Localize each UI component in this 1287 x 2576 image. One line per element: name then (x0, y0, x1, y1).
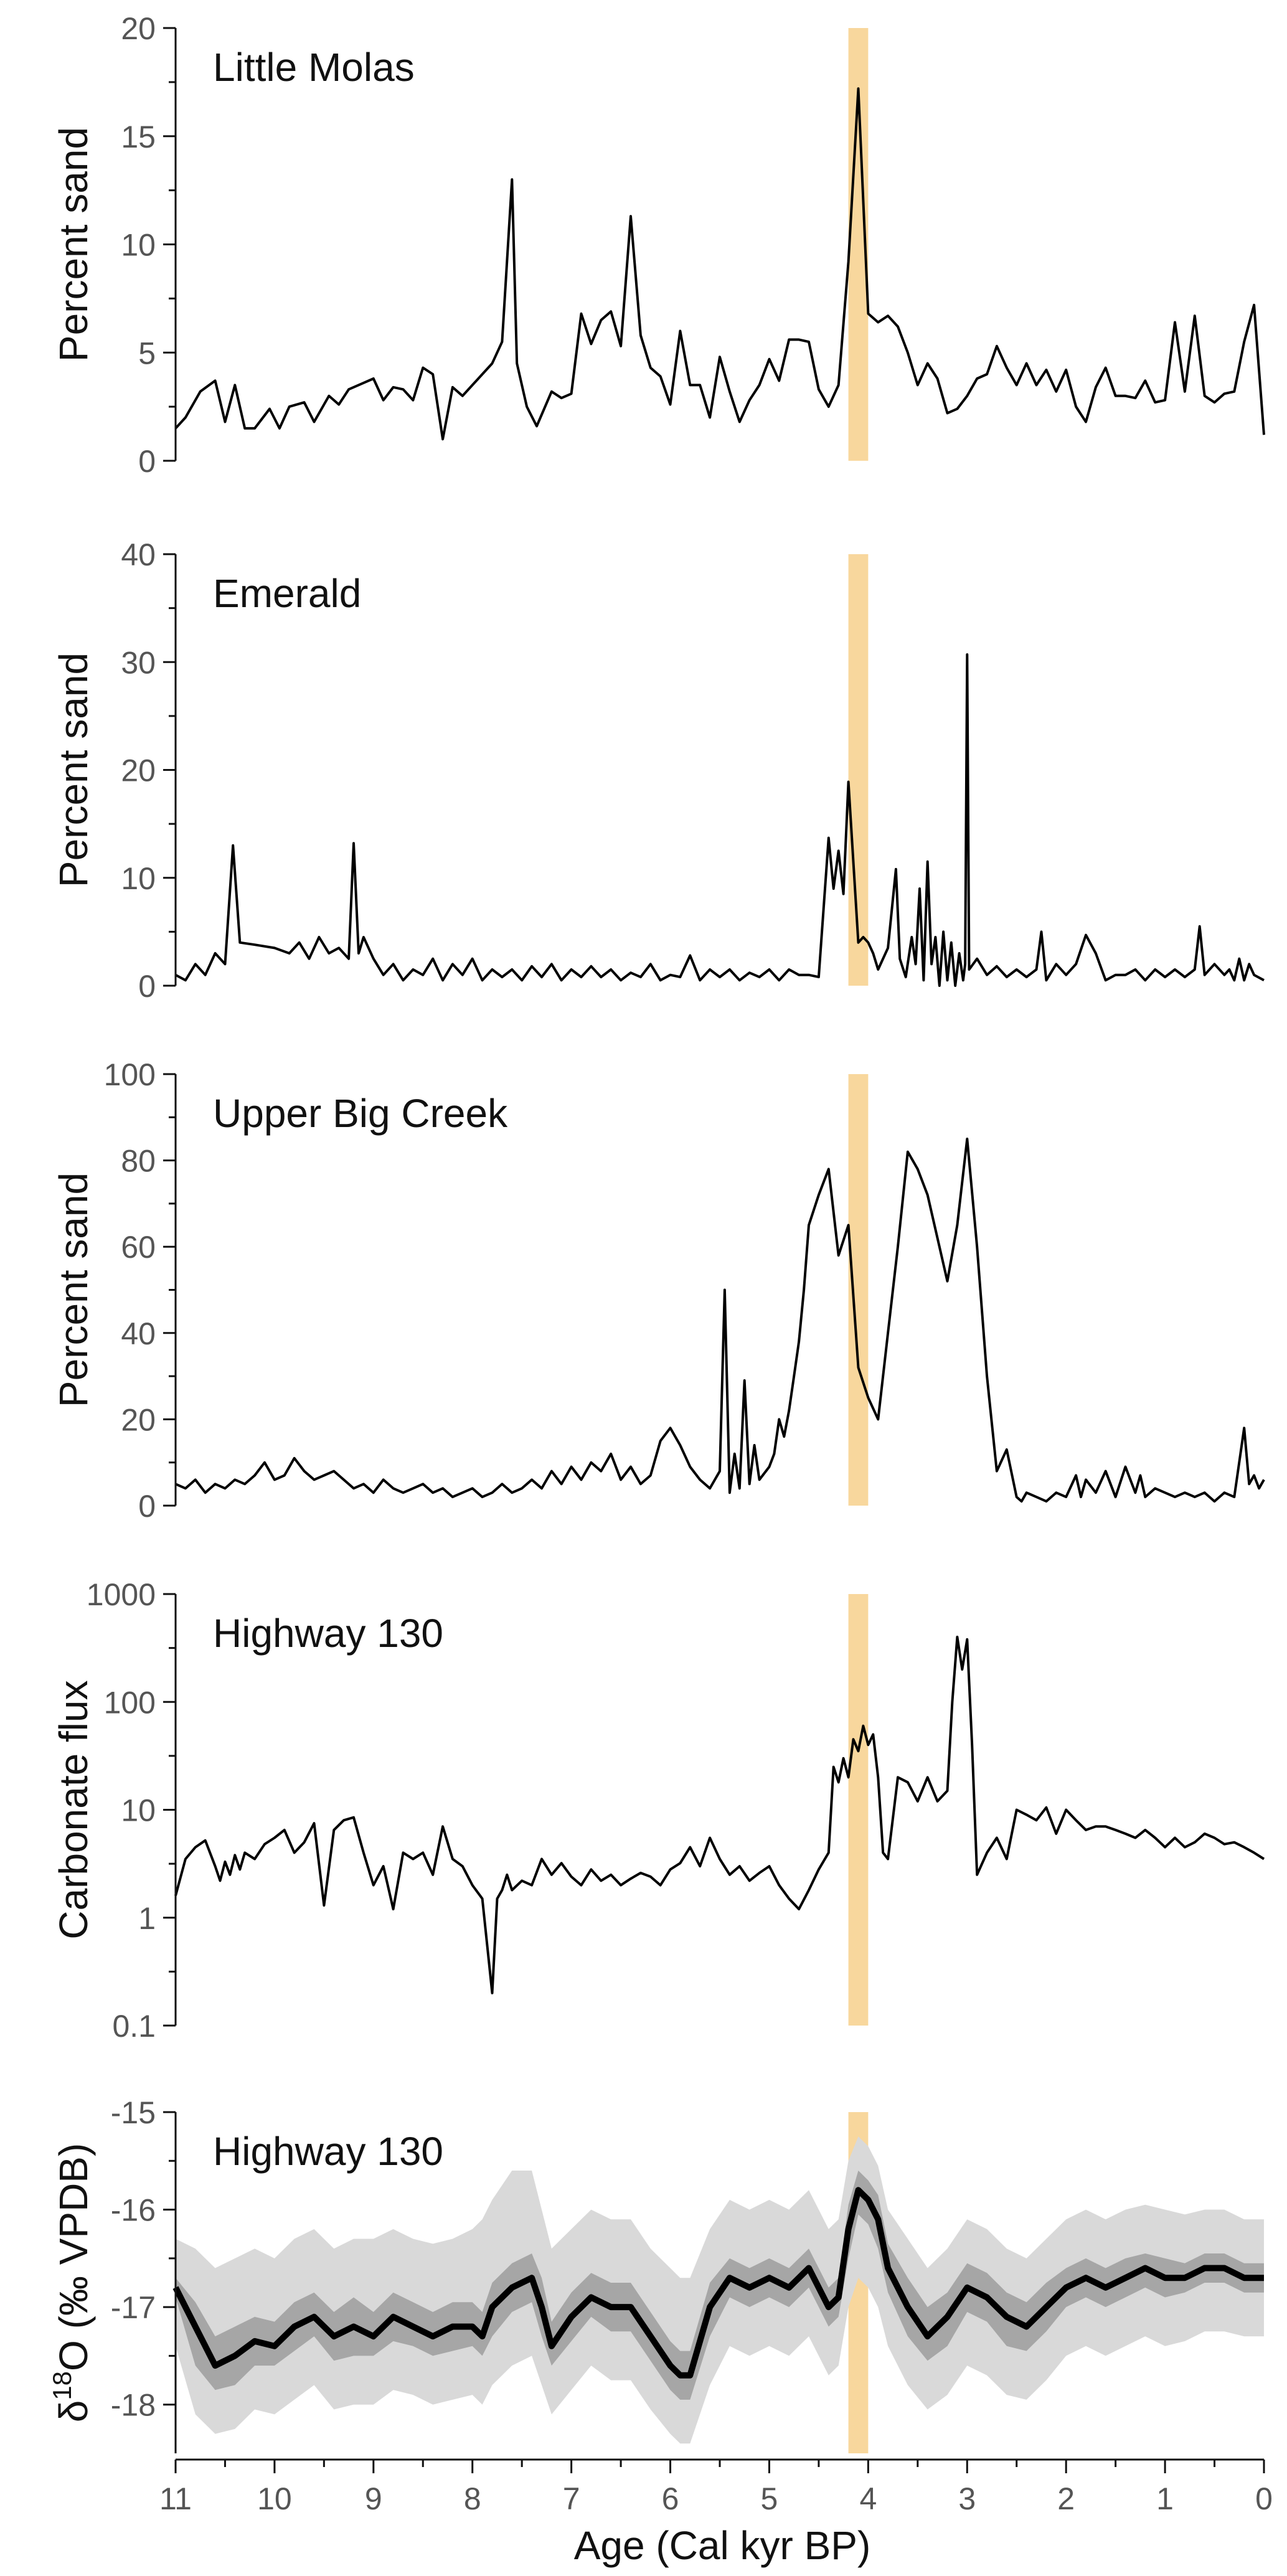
panel-title: Highway 130 (213, 2129, 443, 2174)
panel-4: 0.1 1 10 100 1000 Highway 130 Carbonate flux (51, 1577, 1265, 2044)
y-axis-label-superscript: 18 (47, 2371, 77, 2400)
y-tick-label: 40 (121, 1316, 156, 1351)
y-axis-label-suffix: O (‰ VPDB) (51, 2143, 96, 2371)
y-axis-label: Percent sand (51, 1172, 96, 1407)
x-tick-label: 9 (365, 2481, 382, 2516)
x-tick-label: 0 (1255, 2481, 1273, 2516)
inner-uncertainty-band (176, 2170, 1264, 2400)
x-tick-label: 10 (257, 2481, 292, 2516)
y-tick-label: 10 (121, 861, 156, 896)
x-tick-label: 11 (159, 2481, 192, 2516)
x-tick-label: 7 (563, 2481, 580, 2516)
x-axis: 11 10 9 8 7 6 5 4 3 2 1 0 (159, 2458, 1273, 2516)
y-tick-label: 15 (121, 120, 156, 154)
series-line (174, 1635, 1265, 1994)
y-tick-label: -18 (111, 2388, 156, 2423)
y-tick-label: 80 (121, 1144, 156, 1179)
y-tick-label: 10 (121, 1793, 156, 1828)
y-tick-label: -17 (111, 2290, 156, 2325)
y-axis-label: δ18O (‰ VPDB) (47, 2143, 96, 2423)
panel-3: 0 20 40 60 80 100 Upper Big Creek Percent sand (51, 1057, 1265, 1524)
panel-title: Highway 130 (213, 1611, 443, 1656)
y-tick-label: -16 (111, 2193, 156, 2228)
y-axis-label-prefix: δ (51, 2400, 96, 2423)
panel-title: Emerald (213, 571, 361, 616)
y-tick-label: 0 (138, 1489, 156, 1524)
y-tick-label: 100 (104, 1685, 156, 1720)
panel-2: 0 10 20 30 40 Emerald Percent sand (51, 537, 1265, 1004)
series-line (172, 2187, 1264, 2379)
y-tick-label: 20 (121, 1402, 156, 1437)
y-tick-label: 1 (138, 1901, 156, 1936)
panel-title: Little Molas (213, 45, 415, 90)
x-tick-label: 8 (464, 2481, 481, 2516)
y-tick-label: 0.1 (112, 2009, 156, 2044)
highlight-band (848, 1594, 869, 2026)
y-tick-label: 30 (121, 645, 156, 680)
y-tick-label: 100 (104, 1057, 156, 1092)
y-tick-label: 10 (121, 228, 156, 263)
y-tick-label: -15 (111, 2095, 156, 2130)
series-line (174, 87, 1265, 441)
x-tick-label: 4 (859, 2481, 877, 2516)
panel-5: -18 -17 -16 -15 Highway 130 δ18O (‰ VPDB) (47, 2095, 1264, 2453)
y-tick-label: 0 (138, 444, 156, 479)
y-tick-label: 40 (121, 537, 156, 572)
panel-1: 0 5 10 15 20 Little Molas Percent sand (51, 11, 1265, 479)
y-tick-label: 0 (138, 969, 156, 1004)
x-tick-label: 2 (1057, 2481, 1075, 2516)
y-axis-label: Percent sand (51, 653, 96, 887)
y-axis-label: Carbonate flux (51, 1680, 96, 1939)
y-tick-label: 60 (121, 1230, 156, 1265)
series-line (175, 653, 1265, 987)
series-line (175, 1138, 1265, 1503)
x-tick-label: 6 (662, 2481, 679, 2516)
x-tick-label: 5 (761, 2481, 778, 2516)
y-tick-label: 1000 (87, 1577, 156, 1612)
panel-title: Upper Big Creek (213, 1091, 508, 1136)
highlight-band (848, 554, 869, 986)
x-tick-label: 3 (958, 2481, 976, 2516)
x-axis-label: Age (Cal kyr BP) (574, 2523, 871, 2568)
x-tick-label: 1 (1156, 2481, 1174, 2516)
y-axis-label: Percent sand (51, 127, 96, 362)
y-tick-label: 20 (121, 11, 156, 46)
y-tick-label: 20 (121, 753, 156, 788)
y-tick-label: 5 (138, 336, 156, 370)
highlight-band (848, 1074, 869, 1506)
